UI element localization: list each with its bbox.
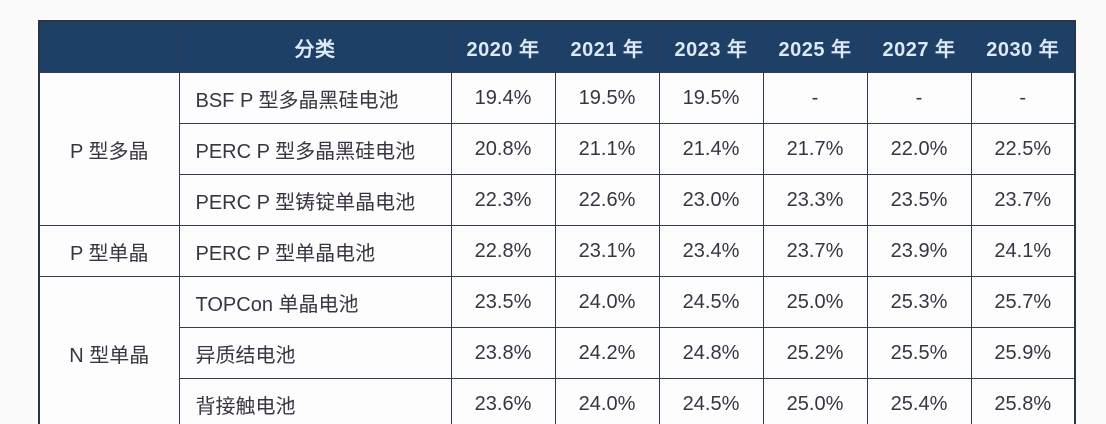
table-row: PERC P 型铸锭单晶电池 22.3% 22.6% 23.0% 23.3% 2… (39, 174, 1076, 226)
value-cell: 22.3% (450, 174, 556, 226)
table-row: 异质结电池 23.8% 24.2% 24.8% 25.2% 25.5% 25.9… (39, 327, 1076, 379)
value-cell: 22.6% (554, 174, 660, 226)
category-cell: PERC P 型单晶电池 (178, 225, 452, 277)
value-cell: 25.5% (866, 327, 972, 379)
value-cell: 23.5% (450, 276, 556, 328)
value-cell: 24.5% (658, 276, 764, 328)
value-cell: - (866, 72, 972, 124)
table-row: P 型多晶 BSF P 型多晶黑硅电池 19.4% 19.5% 19.5% - … (38, 72, 1076, 226)
category-cell: BSF P 型多晶黑硅电池 (178, 72, 452, 124)
group-cell-n-mono: N 型单晶 (38, 276, 180, 424)
value-cell: 20.8% (450, 123, 556, 175)
value-cell: 24.2% (554, 327, 660, 379)
value-cell: 23.7% (970, 174, 1076, 226)
header-year-2020: 2020 年 (450, 20, 556, 73)
value-cell: 24.5% (658, 378, 764, 424)
value-cell: 23.3% (762, 174, 868, 226)
header-category: 分类 (178, 20, 452, 73)
value-cell: 22.0% (866, 123, 972, 175)
header-year-2025: 2025 年 (762, 20, 868, 73)
header-corner-cell (38, 20, 180, 73)
category-cell: PERC P 型多晶黑硅电池 (178, 123, 452, 175)
value-cell: 25.0% (762, 378, 868, 424)
value-cell: 19.4% (450, 72, 556, 124)
group-cell-p-mono: P 型单晶 (38, 225, 180, 277)
category-cell: 异质结电池 (178, 327, 452, 379)
group-cell-p-multi: P 型多晶 (38, 72, 180, 226)
value-cell: 21.4% (658, 123, 764, 175)
value-cell: 21.7% (762, 123, 868, 175)
value-cell: 25.9% (970, 327, 1076, 379)
value-cell: 19.5% (554, 72, 660, 124)
table-row: N 型单晶 TOPCon 单晶电池 23.5% 24.0% 24.5% 25.0… (38, 276, 1076, 424)
category-cell: TOPCon 单晶电池 (178, 276, 452, 328)
category-cell: PERC P 型铸锭单晶电池 (178, 174, 452, 226)
value-cell: 21.1% (554, 123, 660, 175)
value-cell: - (762, 72, 868, 124)
value-cell: 23.0% (658, 174, 764, 226)
value-cell: 23.7% (762, 225, 868, 277)
value-cell: 23.9% (866, 225, 972, 277)
table-row: P 型单晶 PERC P 型单晶电池 22.8% 23.1% 23.4% 23.… (38, 225, 1076, 277)
value-cell: 25.3% (866, 276, 972, 328)
value-cell: 24.1% (970, 225, 1076, 277)
table-row: 背接触电池 23.6% 24.0% 24.5% 25.0% 25.4% 25.8… (39, 378, 1076, 424)
header-row: 分类 2020 年 2021 年 2023 年 2025 年 2027 年 20… (38, 20, 1076, 73)
value-cell: 19.5% (658, 72, 764, 124)
value-cell: - (970, 72, 1076, 124)
value-cell: 23.6% (450, 378, 556, 424)
value-cell: 23.4% (658, 225, 764, 277)
value-cell: 24.0% (554, 276, 660, 328)
efficiency-table: 分类 2020 年 2021 年 2023 年 2025 年 2027 年 20… (38, 20, 1076, 424)
header-year-2030: 2030 年 (970, 20, 1076, 73)
value-cell: 24.0% (554, 378, 660, 424)
value-cell: 25.0% (762, 276, 868, 328)
value-cell: 23.1% (554, 225, 660, 277)
value-cell: 24.8% (658, 327, 764, 379)
header-year-2021: 2021 年 (554, 20, 660, 73)
header-year-2027: 2027 年 (866, 20, 972, 73)
value-cell: 25.4% (866, 378, 972, 424)
value-cell: 23.5% (866, 174, 972, 226)
value-cell: 25.8% (970, 378, 1076, 424)
value-cell: 25.2% (762, 327, 868, 379)
value-cell: 23.8% (450, 327, 556, 379)
table-row: PERC P 型多晶黑硅电池 20.8% 21.1% 21.4% 21.7% 2… (39, 123, 1076, 175)
value-cell: 25.7% (970, 276, 1076, 328)
value-cell: 22.5% (970, 123, 1076, 175)
category-cell: 背接触电池 (178, 378, 452, 424)
value-cell: 22.8% (450, 225, 556, 277)
header-year-2023: 2023 年 (658, 20, 764, 73)
